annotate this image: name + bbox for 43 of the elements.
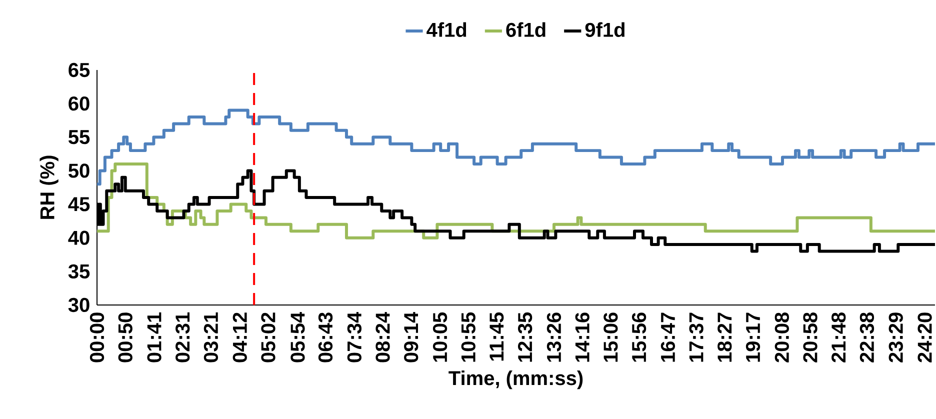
y-tick-label: 50 (68, 164, 90, 178)
x-tick-label: 04:12 (232, 312, 247, 362)
x-tick-label: 12:35 (518, 312, 532, 362)
x-tick-label: 20:08 (774, 312, 789, 362)
y-tick-label: 55 (68, 130, 90, 144)
x-tick-label: 15:56 (632, 312, 646, 362)
x-tick-label: 03:21 (204, 312, 218, 362)
x-tick-label: 08:24 (376, 312, 390, 362)
x-tick-label: 00:00 (90, 312, 104, 362)
x-tick-label: 02:31 (176, 312, 190, 362)
legend-label: 6f1d (506, 22, 546, 37)
x-tick-label: 06:43 (318, 312, 333, 362)
x-tick-label: 20:58 (803, 312, 818, 362)
x-tick-label: 01:41 (147, 312, 162, 362)
x-tick-label: 09:14 (404, 312, 418, 362)
x-tick-label: 22:38 (860, 312, 874, 362)
y-tick-label: 30 (68, 298, 90, 312)
y-tick-label: 45 (68, 197, 90, 212)
x-tick-label: 13:26 (546, 312, 562, 362)
x-tick-label: 05:02 (261, 312, 276, 362)
x-tick-label: 11:45 (490, 312, 504, 361)
x-tick-label: 19:17 (746, 312, 760, 362)
y-tick-label: 65 (68, 62, 90, 78)
x-tick-label: 23:29 (888, 312, 903, 362)
legend-label: 9f1d (585, 22, 624, 37)
x-tick-label: 00:50 (118, 312, 132, 362)
x-tick-label: 15:06 (604, 312, 618, 362)
y-tick-label: 60 (68, 96, 90, 111)
y-tick-label: 35 (68, 264, 90, 279)
x-tick-label: 07:34 (347, 312, 362, 362)
x-tick-label: 05:54 (290, 312, 305, 362)
x-tick-label: 17:37 (689, 312, 704, 362)
legend-label: 4f1d (426, 22, 466, 37)
x-tick-label: 10:55 (461, 312, 476, 362)
x-tick-label: 14:16 (575, 312, 590, 362)
y-axis-title: RH (%) (40, 156, 58, 219)
x-tick-label: 16:47 (660, 312, 676, 362)
x-tick-label: 21:48 (832, 312, 846, 362)
x-tick-label: 24:20 (918, 312, 932, 362)
y-tick-label: 40 (68, 230, 90, 245)
x-axis-title: Time, (mm:ss) (448, 370, 583, 390)
x-tick-label: 18:27 (718, 312, 732, 362)
x-tick-label: 10:05 (432, 312, 448, 362)
